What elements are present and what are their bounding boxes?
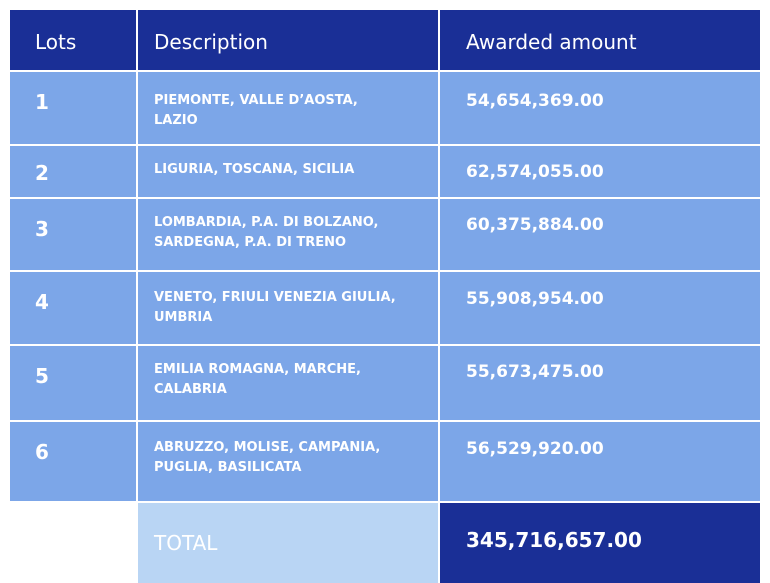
total-amount: 345,716,657.00 xyxy=(440,503,760,583)
lot-number: 4 xyxy=(10,272,138,344)
header-lots: Lots xyxy=(10,10,138,70)
lot-description: LOMBARDIA, P.A. DI BOLZANO, SARDEGNA, P.… xyxy=(138,199,440,270)
awarded-amount: 62,574,055.00 xyxy=(466,162,604,182)
header-awarded-amount: Awarded amount xyxy=(466,30,637,54)
description-line: UMBRIA xyxy=(154,310,213,325)
table-row: 6 ABRUZZO, MOLISE, CAMPANIA, PUGLIA, BAS… xyxy=(10,422,760,503)
description-line: SARDEGNA, P.A. DI TRENO xyxy=(154,235,347,250)
total-row: TOTAL 345,716,657.00 xyxy=(10,503,760,583)
lot-number: 1 xyxy=(10,72,138,144)
description-line: VENETO, FRIULI VENEZIA GIULIA, xyxy=(154,290,396,305)
description-line: LAZIO xyxy=(154,113,198,128)
total-empty-cell xyxy=(10,503,138,583)
lot-number: 6 xyxy=(10,422,138,501)
table-row: 4 VENETO, FRIULI VENEZIA GIULIA, UMBRIA … xyxy=(10,272,760,346)
lot-number: 3 xyxy=(10,199,138,270)
lot-description: PIEMONTE, VALLE D’AOSTA, LAZIO xyxy=(138,72,440,144)
description-line: EMILIA ROMAGNA, MARCHE, xyxy=(154,362,361,377)
table-header: Lots Description Awarded amount xyxy=(10,10,760,72)
awarded-amount: 56,529,920.00 xyxy=(466,439,604,459)
lot-description: VENETO, FRIULI VENEZIA GIULIA, UMBRIA xyxy=(138,272,440,344)
description-line: CALABRIA xyxy=(154,382,227,397)
lot-description: ABRUZZO, MOLISE, CAMPANIA, PUGLIA, BASIL… xyxy=(138,422,440,501)
awarded-amount: 55,908,954.00 xyxy=(466,289,604,309)
awarded-amount: 54,654,369.00 xyxy=(466,91,604,111)
lot-number: 2 xyxy=(10,146,138,197)
description-line: PIEMONTE, VALLE D’AOSTA, xyxy=(154,93,358,108)
description-line: PUGLIA, BASILICATA xyxy=(154,460,302,475)
description-line: ABRUZZO, MOLISE, CAMPANIA, xyxy=(154,440,381,455)
lot-description: LIGURIA, TOSCANA, SICILIA xyxy=(138,146,440,197)
total-label: TOTAL xyxy=(138,503,440,583)
table-row: 5 EMILIA ROMAGNA, MARCHE, CALABRIA 55,67… xyxy=(10,346,760,422)
table-row: 2 LIGURIA, TOSCANA, SICILIA 62,574,055.0… xyxy=(10,146,760,199)
awarded-amount: 55,673,475.00 xyxy=(466,362,604,382)
description-line: LOMBARDIA, P.A. DI BOLZANO, xyxy=(154,215,379,230)
table-row: 1 PIEMONTE, VALLE D’AOSTA, LAZIO 54,654,… xyxy=(10,72,760,146)
description-line: LIGURIA, TOSCANA, SICILIA xyxy=(154,162,355,177)
header-description: Description xyxy=(138,10,440,70)
table-row: 3 LOMBARDIA, P.A. DI BOLZANO, SARDEGNA, … xyxy=(10,199,760,272)
lot-number: 5 xyxy=(10,346,138,420)
awarded-amount: 60,375,884.00 xyxy=(466,215,604,235)
lot-description: EMILIA ROMAGNA, MARCHE, CALABRIA xyxy=(138,346,440,420)
awarded-lots-table: Lots Description Awarded amount 1 PIEMON… xyxy=(10,10,760,583)
